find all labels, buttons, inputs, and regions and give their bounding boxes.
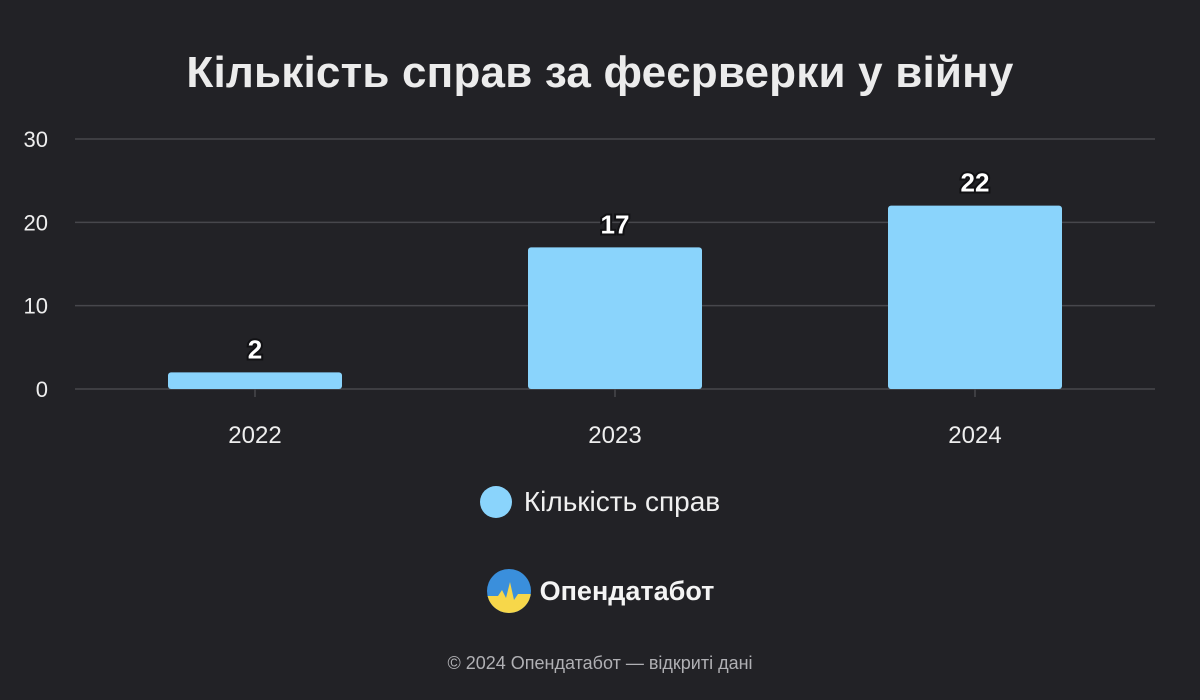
bars [168,205,1062,389]
data-labels: 2 17 22 [246,166,992,367]
opendatabot-logo-icon [486,569,531,613]
brand: Опендатабот [0,568,1200,614]
legend-label: Кількість справ [523,486,721,517]
y-tick-label: 20 [24,210,48,235]
bar-2023[interactable] [528,247,702,389]
legend-swatch-icon [479,486,512,518]
data-label-2024: 22 [961,168,990,198]
chart-title: Кількість справ за феєрверки у війну [186,48,1014,97]
x-tick-label: 2023 [588,422,641,449]
y-tick-label: 30 [24,127,48,152]
legend[interactable]: Кількість справ [0,486,1200,518]
y-tick-label: 10 [24,294,48,319]
x-tick-label: 2024 [948,422,1001,449]
brand-name: Опендатабот [539,575,715,606]
x-tick-label: 2022 [228,422,281,449]
y-tick-label: 0 [36,377,48,402]
bar-2024[interactable] [888,205,1062,389]
copyright-footer: © 2024 Опендатабот — відкриті дані [447,653,753,673]
x-axis-ticks: 2022 2023 2024 [228,389,1002,449]
y-axis-ticks: 0 10 20 30 [24,127,48,402]
data-label-2023: 17 [601,209,630,239]
data-label-2022: 2 [248,334,262,364]
bar-2022[interactable] [168,372,342,389]
